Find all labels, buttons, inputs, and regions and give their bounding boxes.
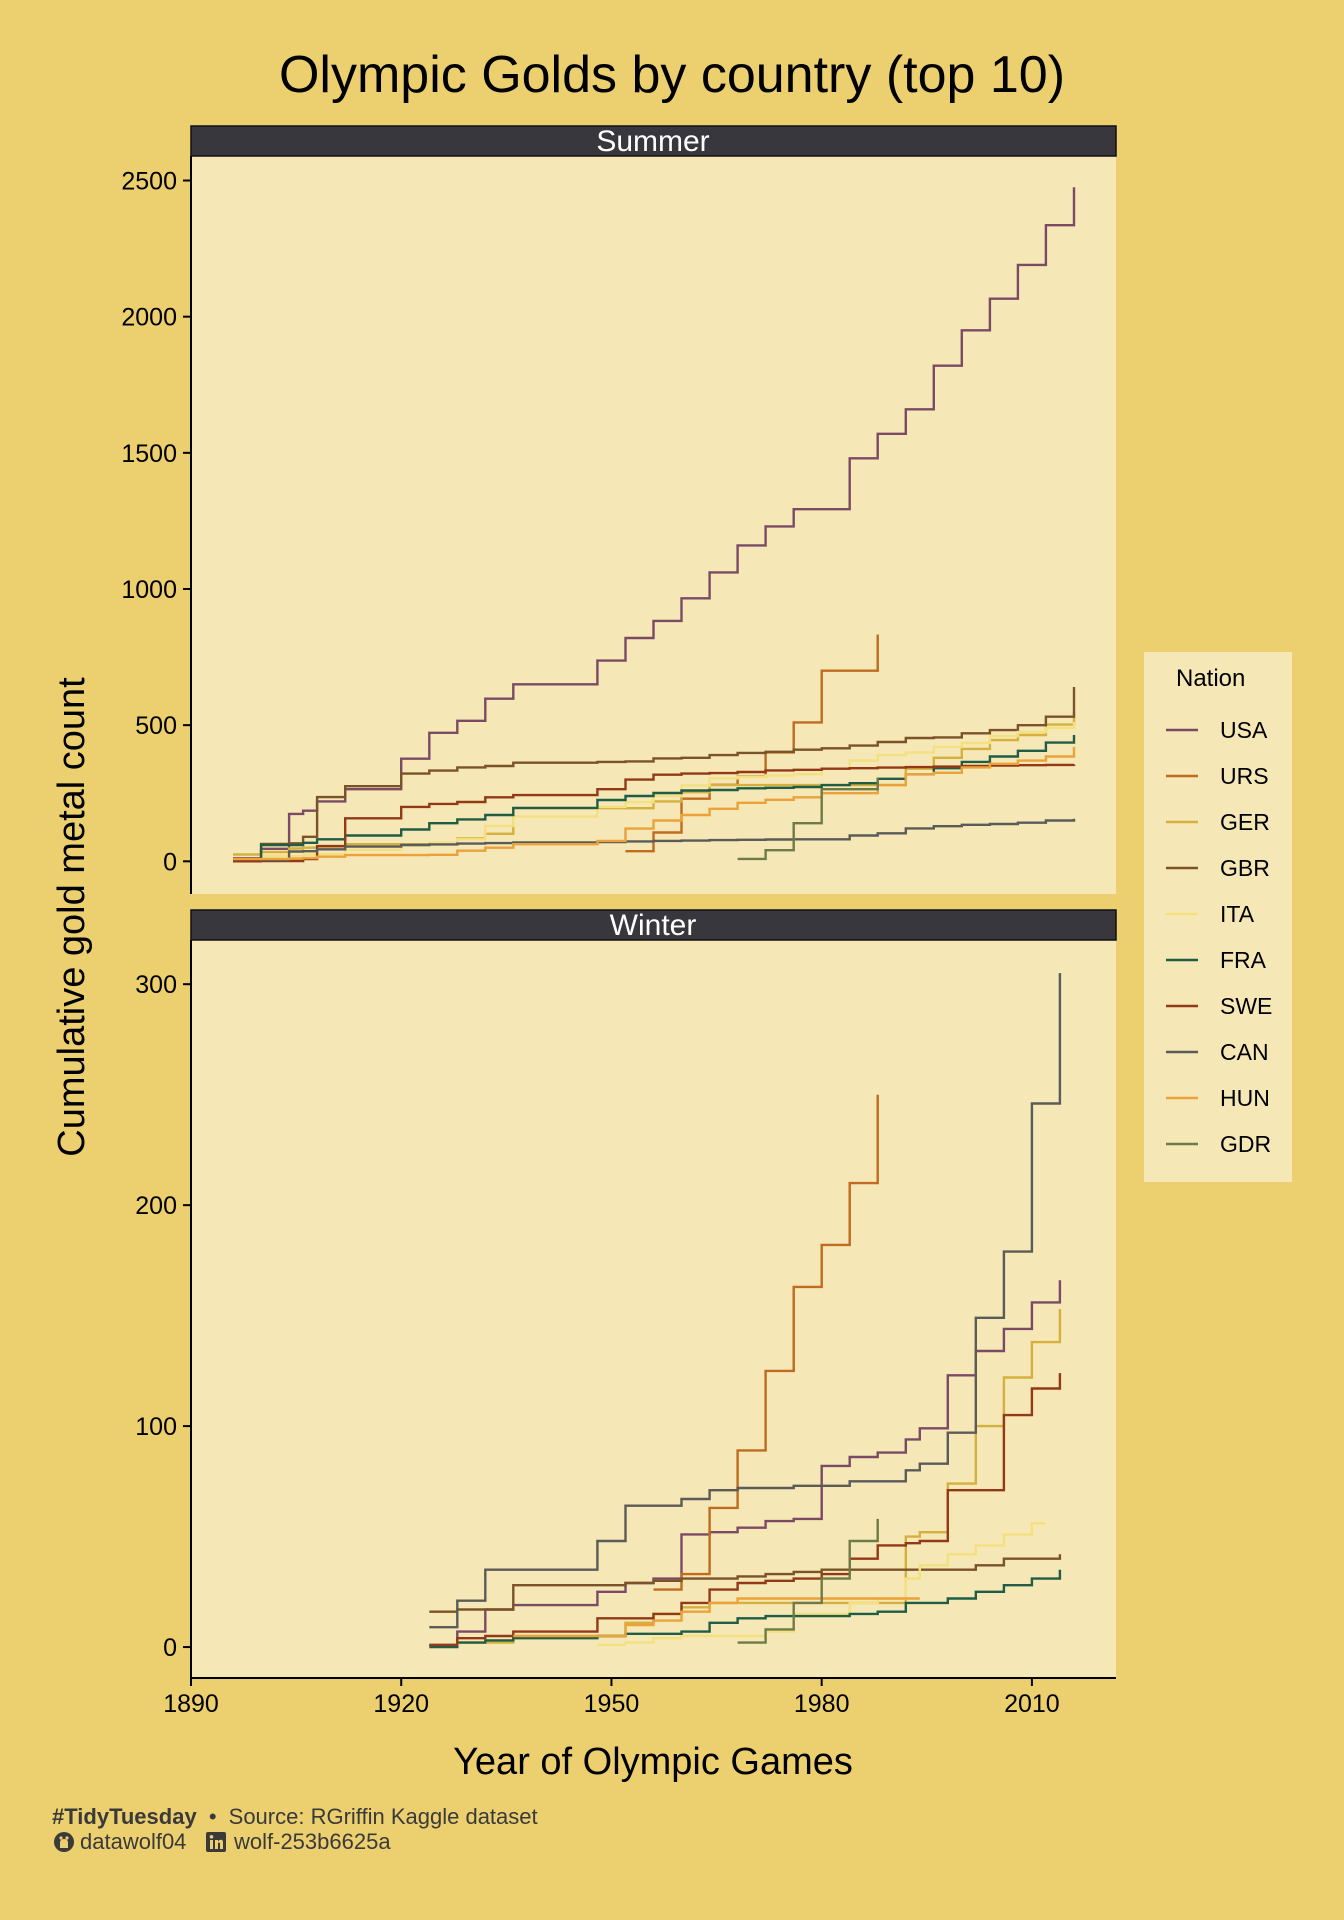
y-tick-label: 200	[135, 1192, 177, 1220]
footer-linkedin[interactable]: wolf-253b6625a	[233, 1829, 391, 1854]
x-tick-label: 1980	[794, 1690, 850, 1718]
strip-summer	[190, 125, 1117, 157]
y-tick-label: 0	[163, 1634, 177, 1662]
legend-label-gbr: GBR	[1220, 855, 1270, 881]
legend-label-can: CAN	[1220, 1039, 1269, 1065]
series-line-urs	[653, 1094, 879, 1591]
strip-winter	[190, 909, 1117, 941]
x-axis-title: Year of Olympic Games	[453, 1741, 853, 1783]
y-tick-label: 2000	[121, 304, 177, 332]
summer-series-lines	[233, 187, 1076, 863]
x-tick-label: 1950	[584, 1690, 640, 1718]
chart-title: Olympic Golds by country (top 10)	[279, 46, 1065, 104]
legend-label-gdr: GDR	[1220, 1131, 1271, 1157]
x-tick-label: 2010	[1004, 1690, 1060, 1718]
footer-source-line: #TidyTuesday • Source: RGriffin Kaggle d…	[52, 1804, 538, 1829]
series-line-swe	[429, 1373, 1062, 1647]
y-tick-label: 1500	[121, 440, 177, 468]
winter-series-lines	[429, 973, 1062, 1649]
series-line-ger	[233, 712, 1076, 856]
footer-separator: •	[209, 1804, 217, 1829]
series-line-gbr	[233, 687, 1076, 862]
legend-label-ita: ITA	[1220, 901, 1255, 927]
series-line-fra	[429, 1569, 1062, 1649]
y-tick-label: 500	[135, 712, 177, 740]
x-tick-label: 1920	[373, 1690, 429, 1718]
footer-github[interactable]: datawolf04	[80, 1829, 186, 1854]
strip-winter-label: Winter	[610, 909, 697, 942]
legend-items: USA URS GER GBR ITA FRA SWE CAN HUN GDR	[1166, 717, 1272, 1157]
series-line-can	[429, 973, 1062, 1629]
x-tick-label: 1890	[163, 1690, 219, 1718]
legend-label-hun: HUN	[1220, 1085, 1270, 1111]
series-line-gbr	[429, 1554, 1062, 1613]
series-line-usa	[233, 187, 1076, 860]
series-line-gdr	[737, 778, 879, 861]
series-line-ita	[597, 1522, 1046, 1647]
y-tick-label: 0	[163, 848, 177, 876]
legend-box	[1144, 652, 1292, 1182]
footer-tag: #TidyTuesday	[52, 1804, 197, 1829]
series-line-hun	[513, 1597, 920, 1638]
legend-title: Nation	[1176, 665, 1245, 692]
legend-label-ger: GER	[1220, 809, 1270, 835]
series-line-hun	[233, 746, 1076, 861]
linkedin-icon	[206, 1832, 226, 1852]
legend-label-fra: FRA	[1220, 947, 1267, 973]
y-axis-title: Cumulative gold metal count	[51, 677, 93, 1157]
y-tick-label: 300	[135, 971, 177, 999]
summer-y-axis: 0 500 1000 1500 2000 2500	[121, 168, 191, 876]
legend-label-usa: USA	[1220, 717, 1268, 743]
strip-summer-label: Summer	[596, 125, 709, 158]
legend-label-swe: SWE	[1220, 993, 1272, 1019]
panel-summer-background	[191, 156, 1116, 894]
y-tick-label: 100	[135, 1413, 177, 1441]
footer-source: Source: RGriffin Kaggle dataset	[229, 1804, 538, 1829]
series-line-can	[261, 818, 1076, 862]
legend-label-urs: URS	[1220, 763, 1269, 789]
github-icon	[54, 1832, 74, 1852]
y-tick-label: 2500	[121, 168, 177, 196]
series-line-gdr	[737, 1518, 879, 1644]
winter-y-axis: 0 100 200 300	[135, 971, 191, 1662]
panel-winter-background	[191, 940, 1116, 1678]
x-axis-ticks: 1890 1920 1950 1980 2010	[163, 1678, 1060, 1718]
y-tick-label: 1000	[121, 576, 177, 604]
